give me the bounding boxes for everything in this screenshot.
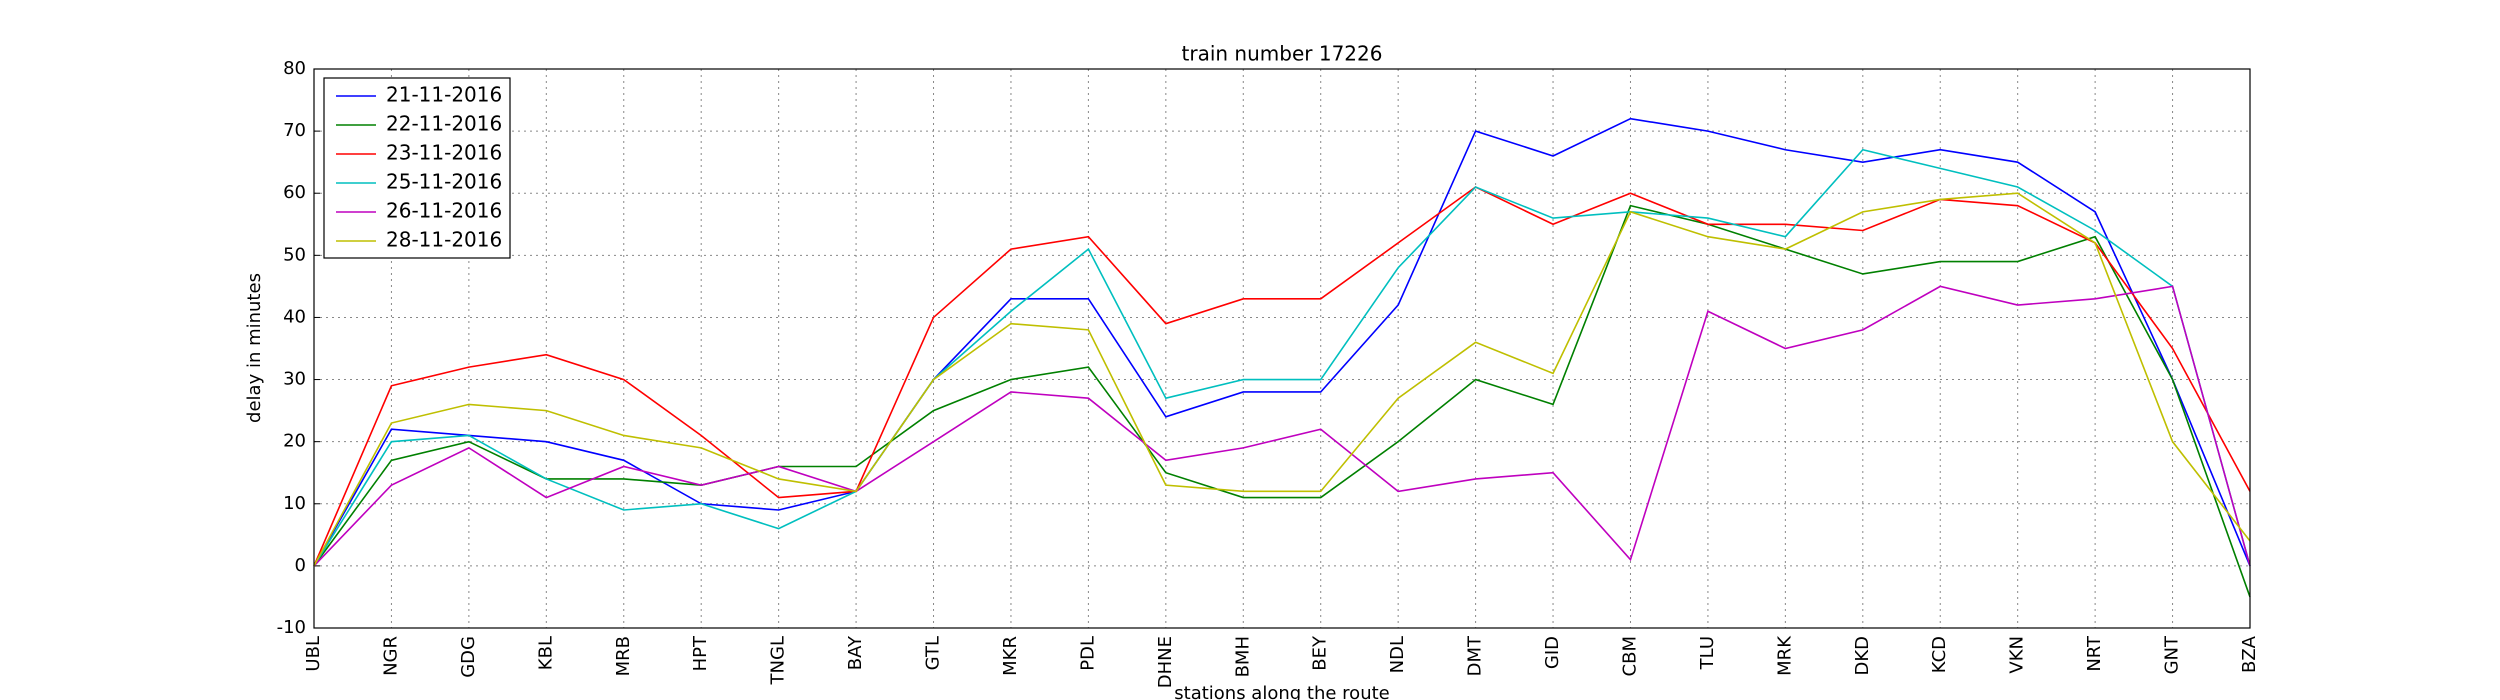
x-tick-label: DKD bbox=[1852, 636, 1873, 676]
legend: 21-11-2016 22-11-2016 23-11-2016 25-11-2016… bbox=[323, 77, 511, 259]
y-tick-label: 30 bbox=[283, 369, 306, 390]
legend-label: 28-11-2016 bbox=[386, 228, 502, 252]
y-tick-label: 70 bbox=[283, 120, 306, 141]
y-tick-label: 50 bbox=[283, 244, 306, 265]
y-tick-label: -10 bbox=[277, 617, 306, 638]
legend-label: 25-11-2016 bbox=[386, 170, 502, 194]
legend-label: 21-11-2016 bbox=[386, 83, 502, 107]
series-line bbox=[313, 204, 2251, 598]
series-line bbox=[313, 186, 2251, 567]
y-tick-label: 80 bbox=[283, 58, 306, 79]
x-tick-label: MRK bbox=[1774, 635, 1795, 676]
series-line bbox=[313, 117, 2251, 567]
x-tick-label: KCD bbox=[1929, 636, 1950, 673]
x-tick-label: HPT bbox=[690, 635, 711, 671]
x-tick-label: GTL bbox=[923, 636, 944, 670]
series-line bbox=[313, 192, 2251, 567]
x-tick-label: CBM bbox=[1619, 636, 1640, 676]
y-tick-label: 10 bbox=[283, 493, 306, 514]
x-tick-label: GDG bbox=[458, 636, 479, 678]
legend-box bbox=[323, 77, 511, 259]
x-tick-label: PDL bbox=[1077, 636, 1098, 671]
x-tick-label: TNGL bbox=[768, 636, 789, 685]
x-tick-label: BEY bbox=[1310, 635, 1331, 671]
x-tick-label: BMH bbox=[1232, 636, 1253, 677]
x-tick-label: GNT bbox=[2162, 635, 2183, 674]
x-tick-label: UBL bbox=[303, 636, 324, 672]
x-tick-label: NRT bbox=[2084, 635, 2105, 672]
x-tick-label: GID bbox=[1542, 636, 1563, 669]
x-tick-label: DMT bbox=[1465, 635, 1486, 676]
x-tick-label: NDL bbox=[1387, 636, 1408, 673]
chart-title: train number 17226 bbox=[1182, 42, 1383, 66]
x-tick-label: NGR bbox=[380, 636, 401, 676]
series-line bbox=[313, 285, 2251, 567]
x-tick-label: MRB bbox=[613, 636, 634, 676]
y-axis-label: delay in minutes bbox=[244, 273, 265, 423]
x-tick-label: BZA bbox=[2239, 635, 2260, 673]
y-tick-label: 20 bbox=[283, 431, 306, 452]
y-tick-label: 60 bbox=[283, 182, 306, 203]
x-tick-label: BAY bbox=[845, 635, 866, 670]
x-tick-label: VKN bbox=[2007, 636, 2028, 674]
legend-label: 23-11-2016 bbox=[386, 141, 502, 165]
series-line bbox=[313, 148, 2251, 567]
y-tick-label: 40 bbox=[283, 306, 306, 327]
x-tick-label: MKR bbox=[1000, 636, 1021, 676]
x-tick-label: DHNE bbox=[1155, 636, 1176, 688]
legend-label: 22-11-2016 bbox=[386, 112, 502, 136]
plot-frame bbox=[313, 68, 2251, 629]
y-tick-label: 0 bbox=[295, 555, 306, 576]
legend-label: 26-11-2016 bbox=[386, 199, 502, 223]
x-axis-label: stations along the route bbox=[1174, 683, 1389, 700]
x-tick-label: TLU bbox=[1697, 636, 1718, 670]
x-tick-label: KBL bbox=[535, 636, 556, 670]
